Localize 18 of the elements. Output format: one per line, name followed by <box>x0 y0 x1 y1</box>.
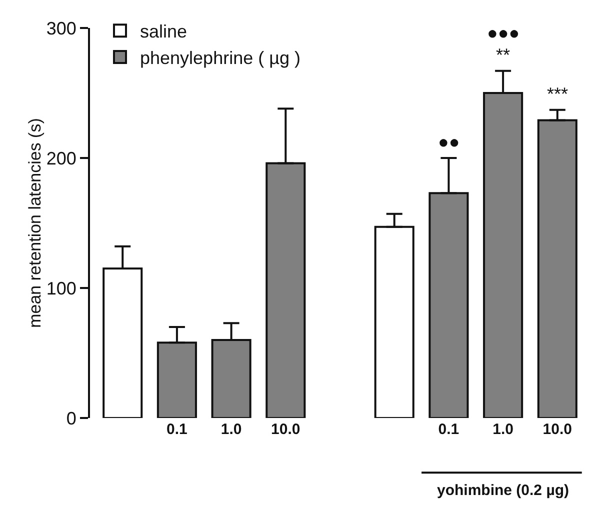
y-tick-label: 0 <box>66 408 76 428</box>
y-tick-label: 300 <box>46 18 76 38</box>
y-axis-title: mean retention latencies (s) <box>25 118 44 328</box>
legend-label: saline <box>140 22 188 42</box>
x-tick-label: 10.0 <box>271 421 300 438</box>
x-tick-label: 1.0 <box>492 421 514 438</box>
x-tick-label: 0.1 <box>166 421 188 438</box>
x-tick-label: 1.0 <box>220 421 242 438</box>
text: yohimbine (0.2 µg) <box>437 482 569 499</box>
legend-label: phenylephrine ( µg ) <box>140 48 300 68</box>
x-tick-label: 0.1 <box>438 421 460 438</box>
annotation: ●● <box>438 132 460 152</box>
x-tick-label: 10.0 <box>542 421 572 438</box>
annotation: ** <box>496 45 510 65</box>
annotation: *** <box>547 84 568 104</box>
y-tick-label: 200 <box>46 148 76 168</box>
annotation: ●●● <box>487 23 520 43</box>
y-tick-label: 100 <box>46 278 76 298</box>
